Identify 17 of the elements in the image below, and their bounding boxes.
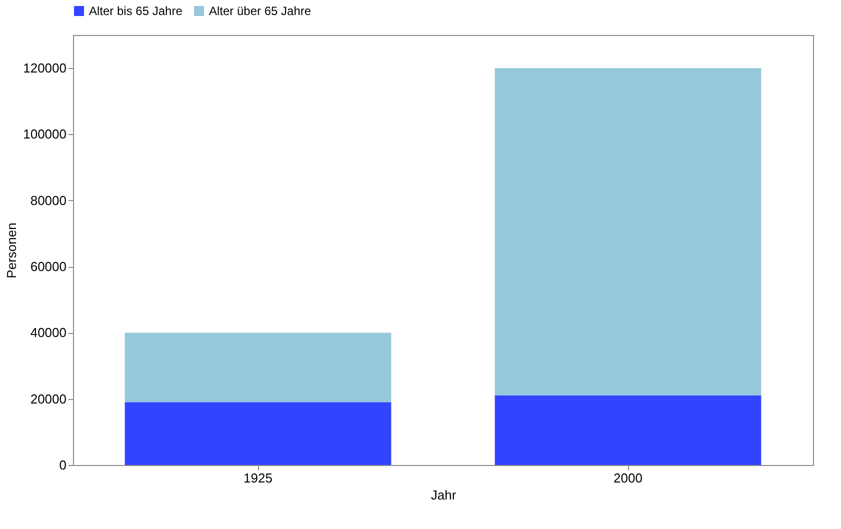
- x-tick-label: 1925: [244, 470, 272, 486]
- bar: [124, 332, 392, 402]
- y-tick-label: 0: [59, 458, 66, 472]
- y-tick-label: 80000: [30, 192, 66, 208]
- x-tick-label: 2000: [614, 470, 642, 486]
- legend-label: Alter bis 65 Jahre: [89, 4, 183, 18]
- y-tick-label: 120000: [23, 60, 66, 76]
- bar: [494, 68, 762, 396]
- y-axis-title: Personen: [4, 222, 20, 278]
- y-tick-label: 40000: [30, 325, 66, 340]
- y-tick-label: 60000: [30, 259, 66, 274]
- x-axis-title: Jahr: [430, 488, 457, 502]
- bar: [494, 396, 762, 465]
- legend-label: Alter über 65 Jahre: [209, 4, 312, 18]
- y-tick-label: 20000: [30, 391, 66, 406]
- bar: [124, 402, 392, 465]
- y-tick-label: 100000: [23, 126, 66, 142]
